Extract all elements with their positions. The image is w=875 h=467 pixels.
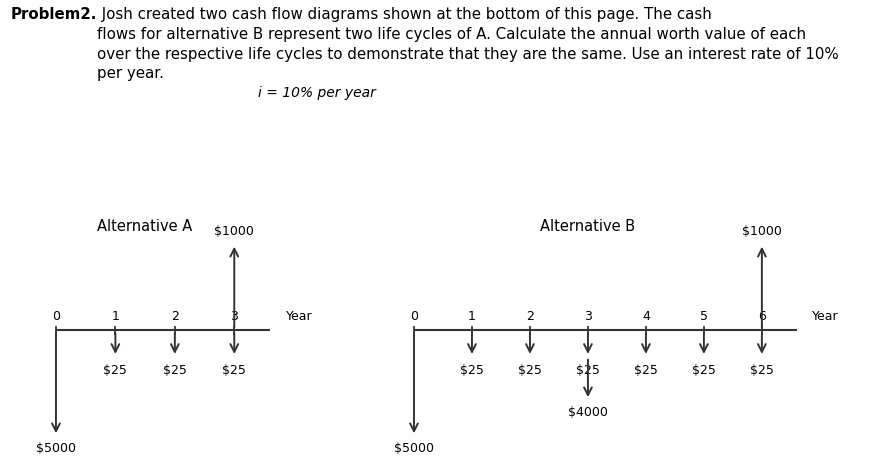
Text: 6: 6 [758,310,766,323]
Text: 3: 3 [230,310,238,323]
Text: 5: 5 [700,310,708,323]
Text: 2: 2 [171,310,178,323]
Text: 1: 1 [468,310,476,323]
Text: 0: 0 [52,310,60,323]
Text: Year: Year [286,310,313,323]
Text: $1000: $1000 [742,225,782,238]
Text: $25: $25 [634,364,658,377]
Text: $25: $25 [222,364,246,377]
Text: 1: 1 [111,310,119,323]
Text: 3: 3 [584,310,592,323]
Text: Alternative B: Alternative B [541,219,635,234]
Text: $25: $25 [103,364,128,377]
Text: $5000: $5000 [394,442,434,455]
Text: $1000: $1000 [214,225,255,238]
Text: $25: $25 [460,364,484,377]
Text: $25: $25 [750,364,774,377]
Text: 4: 4 [642,310,650,323]
Text: $4000: $4000 [568,406,608,419]
Text: 0: 0 [410,310,418,323]
Text: Problem2.: Problem2. [10,7,97,22]
Text: $25: $25 [518,364,542,377]
Text: Josh created two cash flow diagrams shown at the bottom of this page. The cash
f: Josh created two cash flow diagrams show… [97,7,838,81]
Text: 2: 2 [526,310,534,323]
Text: $25: $25 [692,364,716,377]
Text: $25: $25 [163,364,186,377]
Text: $25: $25 [576,364,600,377]
Text: i = 10% per year: i = 10% per year [258,86,376,100]
Text: Year: Year [812,310,839,323]
Text: $5000: $5000 [36,442,76,455]
Text: Alternative A: Alternative A [97,219,192,234]
